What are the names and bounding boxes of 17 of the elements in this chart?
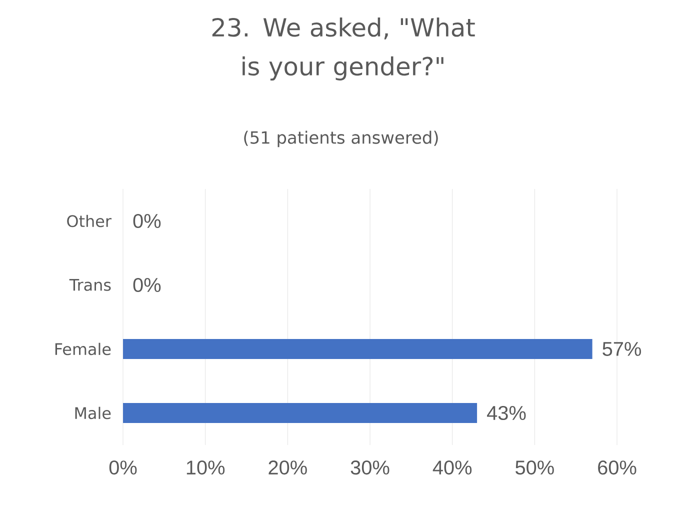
- y-tick-label: Other: [67, 214, 112, 228]
- x-tick-label: 60%: [598, 460, 636, 475]
- y-tick-label: Male: [75, 406, 111, 420]
- y-tick-label: Trans: [69, 279, 111, 291]
- data-label: 0%: [133, 278, 161, 292]
- chart-subtitle: (51 patients answered): [244, 130, 438, 148]
- y-tick-label: Female: [55, 342, 111, 356]
- data-label: 0%: [133, 214, 161, 228]
- chart-title: 23. We asked, "What is your gender?": [212, 18, 475, 80]
- x-tick-label: 10%: [186, 460, 225, 475]
- x-tick-label: 0%: [109, 460, 137, 475]
- x-tick-label: 30%: [350, 460, 390, 475]
- x-tick-label: 40%: [432, 460, 472, 475]
- data-label: 57%: [602, 342, 641, 356]
- x-tick-label: 20%: [268, 460, 307, 475]
- x-tick-label: 50%: [516, 460, 554, 475]
- data-label: 43%: [487, 406, 526, 420]
